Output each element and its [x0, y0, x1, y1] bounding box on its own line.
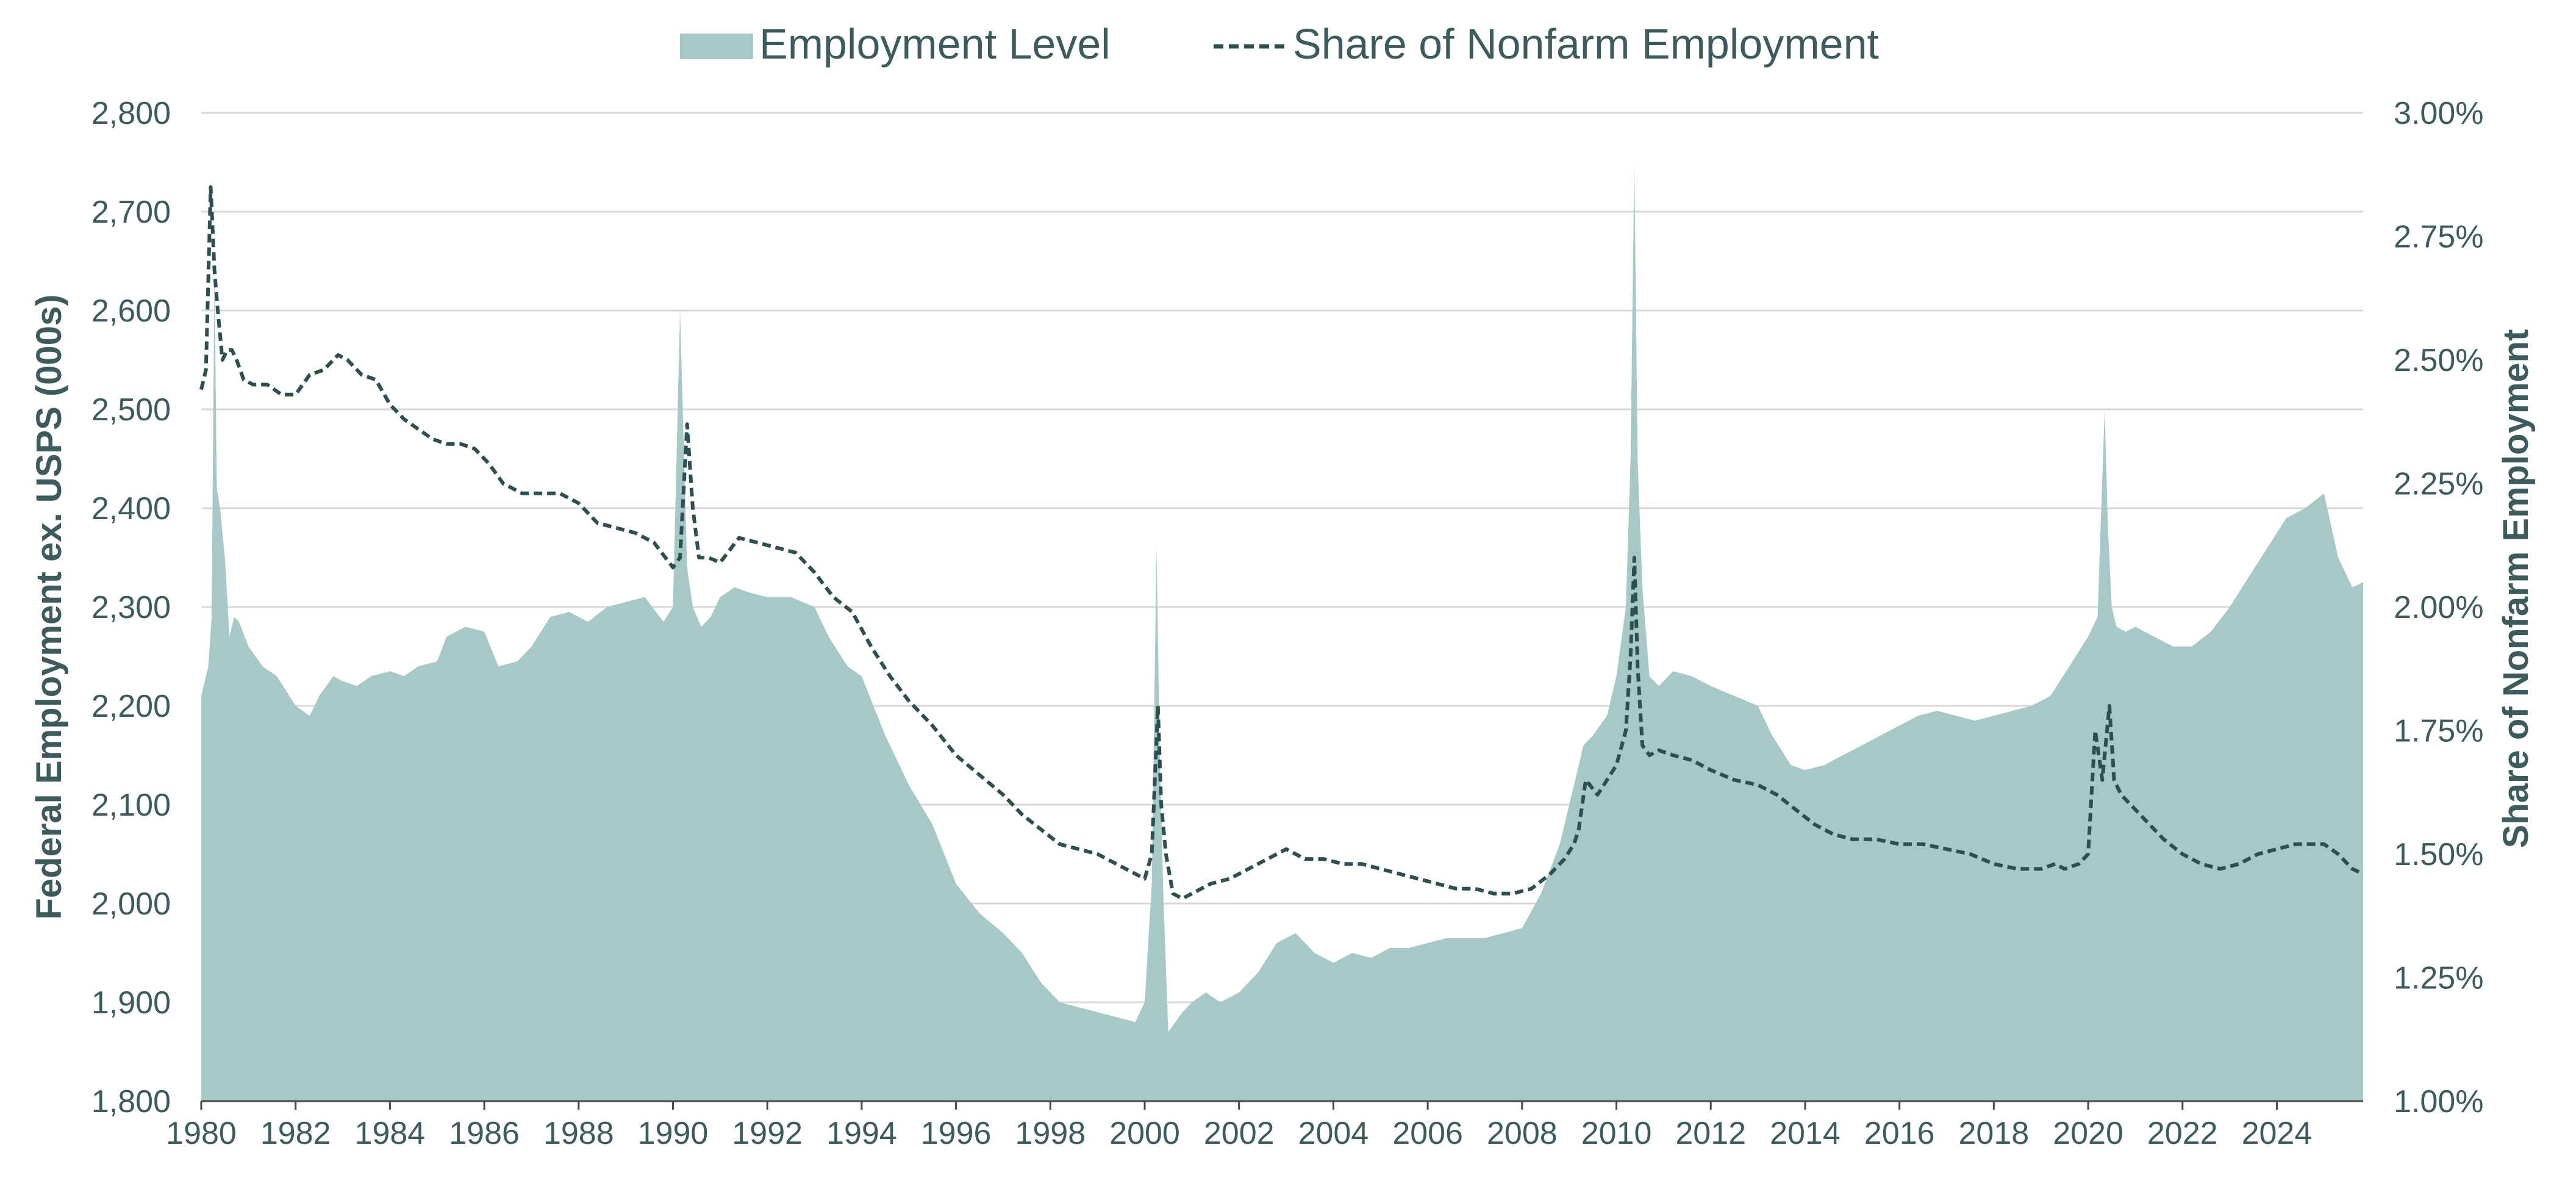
y-left-tick-label: 2,500 [91, 392, 171, 428]
share-of-nonfarm-line [199, 185, 2364, 900]
legend-label-share-of-nonfarm: Share of Nonfarm Employment [1293, 20, 1879, 68]
y-right-tick-label: 2.25% [2394, 467, 2483, 502]
x-tick-label: 2016 [1864, 1116, 1935, 1151]
y-right-axis-title: Share of Nonfarm Employment [2496, 329, 2536, 849]
y-right-tick-label: 2.00% [2394, 590, 2483, 625]
x-tick-label: 1992 [732, 1116, 803, 1151]
employment-level-area-layer [201, 162, 2363, 1101]
legend-label-employment-level: Employment Level [759, 20, 1111, 68]
x-tick-label: 2008 [1487, 1116, 1558, 1151]
y-left-axis-ticks: 1,800 1,900 2,000 2,100 2,200 2,300 2,400 2,500… [91, 96, 171, 1119]
share-of-nonfarm-line-layer [199, 185, 2364, 900]
y-left-tick-label: 1,900 [91, 985, 171, 1021]
y-right-tick-label: 2.50% [2394, 343, 2483, 378]
x-tick-label: 2000 [1109, 1116, 1180, 1151]
x-tick-label: 1980 [166, 1116, 237, 1151]
x-tick-label: 1998 [1015, 1116, 1086, 1151]
y-left-tick-label: 2,400 [91, 491, 171, 526]
y-left-tick-label: 2,700 [91, 195, 171, 230]
x-tick-label: 2022 [2147, 1116, 2218, 1151]
y-left-tick-label: 2,800 [91, 96, 171, 131]
y-right-tick-label: 1.75% [2394, 714, 2483, 749]
x-tick-label: 1994 [826, 1116, 897, 1151]
x-tick-label: 2010 [1581, 1116, 1652, 1151]
y-left-tick-label: 2,200 [91, 689, 171, 724]
y-right-tick-label: 3.00% [2394, 96, 2483, 131]
x-axis-ticks: 1980 1982 1984 1986 1988 1990 1992 1994 1996 1998… [166, 1101, 2312, 1151]
y-left-tick-label: 2,600 [91, 293, 171, 329]
x-tick-label: 2014 [1770, 1116, 1841, 1151]
employment-level-area [201, 162, 2363, 1101]
legend-swatch-employment-level [680, 34, 753, 59]
x-tick-label: 1984 [355, 1116, 426, 1151]
y-right-tick-label: 1.50% [2394, 837, 2483, 872]
x-tick-label: 2002 [1204, 1116, 1275, 1151]
y-left-tick-label: 1,800 [91, 1084, 171, 1119]
y-left-tick-label: 2,000 [91, 886, 171, 922]
x-tick-label: 1988 [543, 1116, 614, 1151]
y-right-axis-ticks: 1.00% 1.25% 1.50% 1.75% 2.00% 2.25% 2.50% 2.75%… [2394, 96, 2483, 1119]
x-tick-label: 1986 [449, 1116, 520, 1151]
legend: Employment Level Share of Nonfarm Employ… [680, 20, 1879, 68]
x-tick-label: 2006 [1392, 1116, 1463, 1151]
y-left-tick-label: 2,300 [91, 590, 171, 625]
x-tick-label: 2024 [2242, 1116, 2313, 1151]
x-tick-label: 2004 [1298, 1116, 1369, 1151]
y-right-tick-label: 1.00% [2394, 1084, 2483, 1119]
x-tick-label: 2012 [1675, 1116, 1746, 1151]
y-right-tick-label: 2.75% [2394, 220, 2483, 255]
x-tick-label: 2018 [1958, 1116, 2029, 1151]
x-tick-label: 1990 [638, 1116, 709, 1151]
x-tick-label: 2020 [2053, 1116, 2123, 1151]
x-tick-label: 1982 [260, 1116, 331, 1151]
x-tick-label: 1996 [921, 1116, 992, 1151]
y-left-tick-label: 2,100 [91, 788, 171, 823]
y-right-tick-label: 1.25% [2394, 961, 2483, 996]
y-left-axis-title: Federal Employment ex. USPS (000s) [29, 294, 69, 919]
